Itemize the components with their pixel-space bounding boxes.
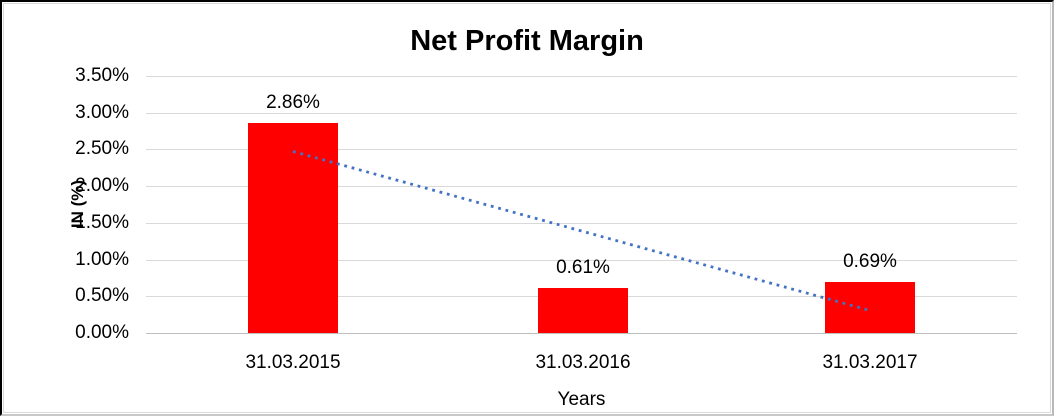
x-axis-tick-label: 31.03.2016	[535, 352, 631, 373]
y-axis-tick-label: 2.50%	[75, 138, 129, 159]
gridline	[146, 113, 1017, 114]
x-axis-title: Years	[557, 389, 606, 410]
y-axis-tick-label: 0.50%	[75, 285, 129, 306]
y-axis-tick-label: 3.00%	[75, 102, 129, 123]
data-label: 0.61%	[556, 257, 610, 278]
gridline	[146, 76, 1017, 77]
bar-31-03-2017	[825, 282, 915, 333]
chart-title: Net Profit Margin	[410, 25, 644, 57]
y-axis-tick-label: 1.00%	[75, 249, 129, 270]
y-axis-tick-label: 2.00%	[75, 175, 129, 196]
x-axis-line	[146, 333, 1017, 334]
trendline-path	[292, 150, 871, 312]
data-label: 0.69%	[843, 251, 897, 272]
x-axis-tick-label: 31.03.2017	[822, 352, 918, 373]
bar-31-03-2015	[248, 123, 338, 333]
data-label: 2.86%	[266, 92, 320, 113]
chart-area: Net Profit Margin 3.50% 3.00% 2.50% 2.00…	[3, 3, 1051, 413]
y-axis-tick-label: 1.50%	[75, 212, 129, 233]
bar-31-03-2016	[538, 288, 628, 333]
x-axis-tick-label: 31.03.2015	[245, 352, 341, 373]
gridline	[146, 149, 1017, 150]
y-axis-title: IN (%)	[68, 179, 87, 229]
y-axis-tick-label: 0.00%	[75, 322, 129, 343]
y-axis-tick-label: 3.50%	[75, 65, 129, 86]
